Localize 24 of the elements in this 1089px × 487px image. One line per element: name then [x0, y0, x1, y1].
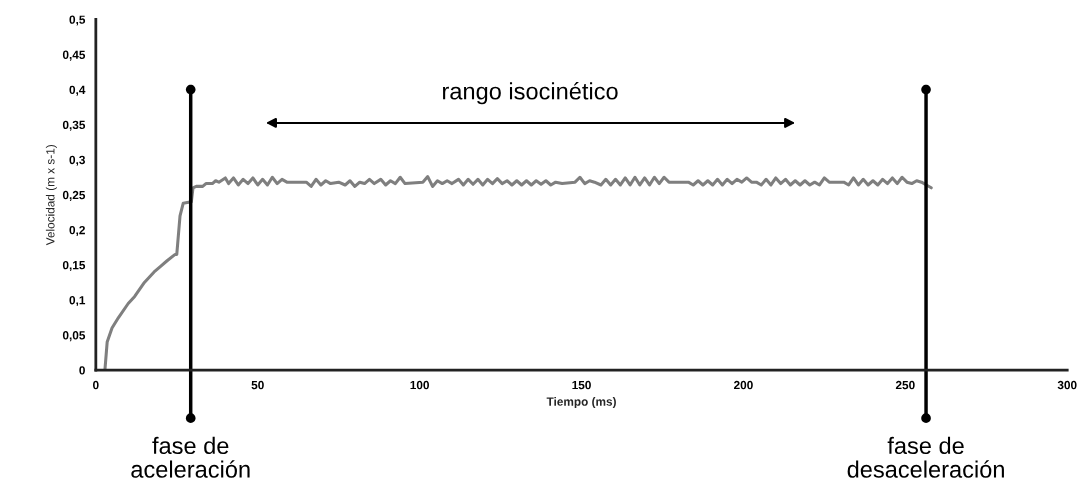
- y-tick-label: 0,15: [62, 260, 86, 272]
- x-tick-label: 300: [1057, 380, 1077, 390]
- y-tick-label: 0,5: [69, 15, 86, 26]
- x-tick-label: 50: [251, 380, 264, 390]
- y-tick-label: 0,3: [69, 155, 85, 166]
- x-tick-label: 0: [93, 380, 99, 390]
- annotation: rango isocinético: [443, 81, 618, 105]
- ref-line-label: fase de desaceleración: [847, 436, 1004, 478]
- y-tick-label: 0,05: [62, 331, 86, 342]
- y-axis-title: Velocidad (m x s-1): [45, 145, 57, 246]
- y-tick-label: 0,1: [69, 296, 86, 307]
- line-series: [103, 175, 933, 371]
- y-tick-label: 0,25: [62, 190, 86, 201]
- y-tick-label: 0: [79, 366, 85, 375]
- x-tick-label: 100: [410, 380, 429, 390]
- x-tick-label: 250: [895, 380, 915, 390]
- ref-line-label: fase de aceleración: [131, 436, 250, 478]
- x-tick-label: 150: [572, 380, 591, 390]
- y-tick-label: 0,35: [62, 120, 86, 131]
- y-tick-label: 0,4: [69, 85, 86, 96]
- x-tick-label: 200: [733, 380, 753, 390]
- y-tick-label: 0,2: [69, 225, 85, 236]
- x-axis-title: Tiempo (ms): [546, 397, 616, 409]
- y-tick-label: 0,45: [62, 50, 86, 61]
